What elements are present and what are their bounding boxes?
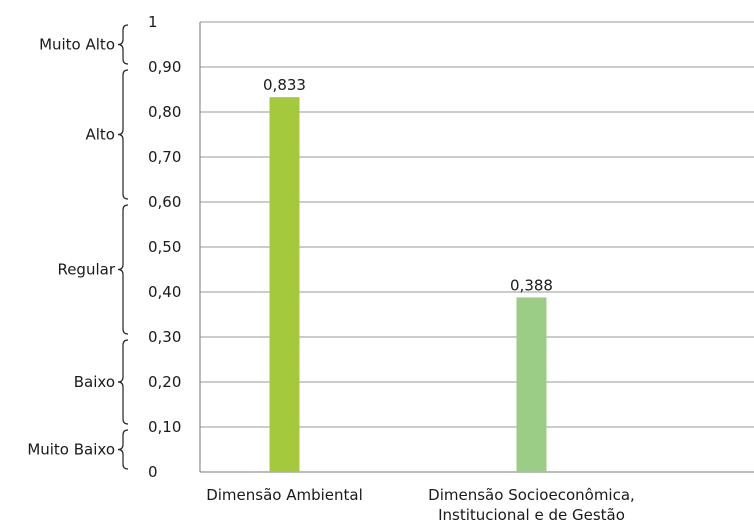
class-brace bbox=[117, 429, 129, 470]
category-label: Dimensão Socioeconômica, Institucional e … bbox=[428, 486, 635, 524]
bars bbox=[269, 97, 547, 473]
data-label: 0,388 bbox=[510, 276, 553, 294]
category-label: Dimensão Ambiental bbox=[206, 486, 363, 504]
y-tick-label: 0,80 bbox=[148, 103, 181, 121]
class-label: Muito Baixo bbox=[27, 441, 115, 459]
class-label: Muito Alto bbox=[39, 36, 115, 54]
y-tick-label: 0,20 bbox=[148, 373, 181, 391]
class-label: Regular bbox=[57, 261, 115, 279]
y-tick-label: 0,90 bbox=[148, 58, 181, 76]
class-brace bbox=[117, 69, 129, 200]
class-brace bbox=[117, 24, 129, 65]
data-label: 0,833 bbox=[263, 76, 306, 94]
y-tick-label: 1 bbox=[148, 13, 158, 31]
y-tick-label: 0,70 bbox=[148, 148, 181, 166]
value-labels: 0,833 0,388 bbox=[263, 76, 553, 294]
bar bbox=[516, 297, 547, 472]
y-tick-label: 0,60 bbox=[148, 193, 181, 211]
y-tick-label: 0,10 bbox=[148, 418, 181, 436]
y-tick-label: 0 bbox=[148, 463, 158, 481]
y-tick-label: 0,50 bbox=[148, 238, 181, 256]
class-brace bbox=[117, 339, 129, 425]
y-tick-labels: 0 0,10 0,20 0,30 0,40 0,50 0,60 0,70 0,80 0,90 1 bbox=[148, 13, 181, 481]
class-label: Baixo bbox=[74, 373, 115, 391]
y-tick-label: 0,30 bbox=[148, 328, 181, 346]
class-label: Alto bbox=[86, 126, 116, 144]
class-braces: Muito Baixo Baixo Regular Alto Muito Alto bbox=[27, 24, 129, 470]
y-tick-label: 0,40 bbox=[148, 283, 181, 301]
class-brace bbox=[117, 204, 129, 335]
bar bbox=[269, 97, 300, 473]
category-labels: Dimensão Ambiental Dimensão Socioeconômic… bbox=[206, 486, 635, 524]
